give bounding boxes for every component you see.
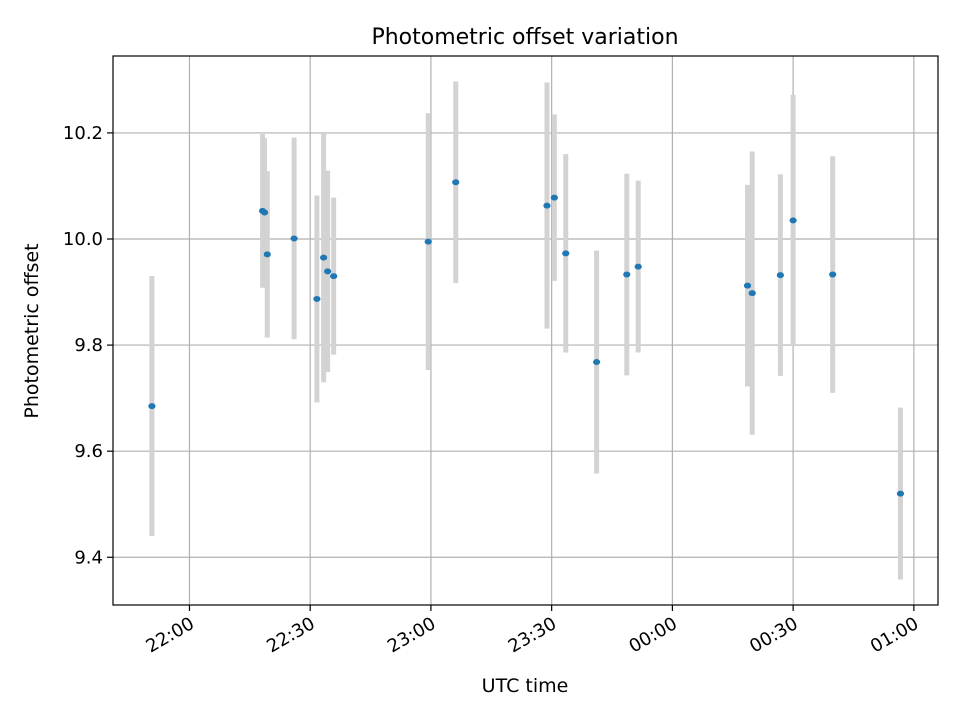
y-tick-label: 9.6: [74, 441, 103, 462]
data-point: [260, 209, 269, 216]
data-point: [743, 282, 752, 289]
data-point: [592, 359, 601, 366]
chart-title: Photometric offset variation: [371, 25, 678, 50]
data-point: [313, 295, 321, 302]
data-point: [748, 290, 756, 297]
data-point: [263, 251, 271, 258]
data-point: [290, 235, 298, 242]
data-point: [789, 217, 797, 224]
data-point: [320, 254, 328, 261]
y-tick-label: 9.8: [74, 335, 103, 356]
data-point: [776, 272, 784, 279]
plot-frame: [112, 55, 939, 606]
y-axis-label: Photometric offset: [21, 243, 43, 418]
y-tick-label: 10.2: [63, 123, 103, 144]
y-axis-ticks: 9.4 9.6 9.8 10.0 10.2: [63, 123, 113, 568]
data-point: [324, 268, 332, 275]
data-point: [543, 202, 551, 209]
data-point: [424, 238, 432, 245]
data-point: [452, 179, 460, 186]
data-point: [829, 271, 837, 278]
x-axis-label: UTC time: [482, 675, 569, 697]
y-tick-label: 9.4: [74, 547, 103, 568]
y-tick-label: 10.0: [63, 229, 103, 250]
data-point: [562, 250, 570, 257]
data-point: [550, 194, 558, 201]
data-point: [634, 263, 642, 270]
data-point: [148, 403, 156, 410]
data-point: [896, 490, 905, 497]
data-point: [623, 271, 631, 278]
data-point: [330, 273, 338, 280]
data-points: [148, 179, 905, 497]
